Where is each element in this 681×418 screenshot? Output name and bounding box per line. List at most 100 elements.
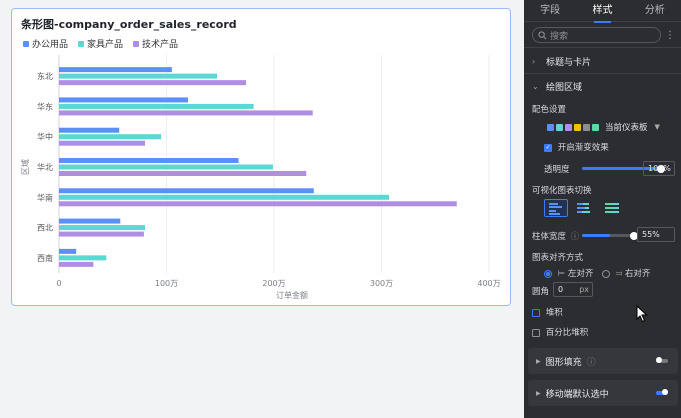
- gradient-checkbox-row[interactable]: ✓ 开启渐变效果: [544, 141, 609, 153]
- align-left-label: 左对齐: [567, 269, 594, 279]
- radius-input[interactable]: 0 px: [553, 282, 593, 297]
- stack-option[interactable]: 堆积: [532, 306, 563, 318]
- legend-item[interactable]: 家具产品: [78, 37, 123, 50]
- opacity-input[interactable]: 100%: [643, 161, 675, 176]
- percent-bar-icon: [605, 203, 619, 213]
- bar: [59, 261, 94, 267]
- mobile-default-toggle[interactable]: [656, 389, 668, 395]
- opacity-slider-fill: [582, 167, 662, 170]
- search-input[interactable]: 搜索: [532, 27, 661, 43]
- align-right-option[interactable]: ⫤ 右对齐: [602, 267, 650, 279]
- x-tick-label: 400万: [477, 279, 500, 288]
- legend-label: 家具产品: [87, 40, 124, 50]
- bar: [59, 194, 390, 200]
- search-icon: [538, 30, 547, 39]
- y-tick-label: 西南: [37, 253, 53, 263]
- mobile-default-label: 移动端默认选中: [545, 389, 609, 400]
- mobile-default-row[interactable]: ▶ 移动端默认选中: [528, 380, 678, 406]
- toggle-knob: [656, 357, 662, 363]
- chart-type-grouped-bar-button[interactable]: [544, 199, 568, 217]
- bar-width-input[interactable]: 55%: [637, 227, 675, 242]
- section-title-card-label: 标题与卡片: [546, 57, 592, 68]
- x-tick-label: 200万: [262, 279, 285, 288]
- bar: [59, 80, 247, 86]
- toggle-knob: [662, 389, 668, 395]
- tab-fields[interactable]: 字段: [540, 4, 561, 16]
- legend-label: 技术产品: [142, 40, 179, 50]
- info-icon[interactable]: ⓘ: [586, 357, 596, 368]
- y-tick-label: 华北: [37, 162, 53, 172]
- align-right-label: 右对齐: [624, 269, 651, 279]
- settings-panel: 字段 样式 分析 搜索 ⋮ › 标题与卡片 ⌄ 绘图区域 配色设置 当前仪表板 …: [524, 0, 681, 418]
- opacity-slider-knob[interactable]: [657, 164, 665, 173]
- palette-select[interactable]: 当前仪表板 ▼: [544, 119, 670, 135]
- stack-checkbox[interactable]: [532, 308, 540, 317]
- gradient-checkbox[interactable]: ✓: [544, 143, 552, 152]
- bar: [59, 164, 273, 170]
- search-row: 搜索 ⋮: [524, 22, 681, 48]
- chart-type-percent-bar-button[interactable]: [600, 199, 624, 217]
- caret-right-icon: ▶: [536, 389, 541, 397]
- bar-width-label: 柱体宽度: [532, 232, 567, 242]
- percent-stack-option[interactable]: 百分比堆积: [532, 326, 588, 338]
- bar: [59, 158, 239, 163]
- stack-label: 堆积: [545, 308, 563, 318]
- bar: [59, 67, 172, 73]
- align-right-icon: ⫤: [615, 269, 623, 279]
- palette-swatch: [592, 123, 599, 131]
- percent-stack-label: 百分比堆积: [545, 328, 589, 338]
- caret-right-icon: ▶: [536, 357, 541, 365]
- more-vertical-icon[interactable]: ⋮: [665, 29, 675, 41]
- pattern-fill-toggle[interactable]: [656, 357, 668, 363]
- x-tick-label: 100万: [155, 279, 178, 288]
- percent-stack-checkbox[interactable]: [532, 328, 540, 337]
- opacity-slider[interactable]: [582, 164, 665, 173]
- bar: [59, 110, 313, 116]
- divider: [524, 73, 681, 74]
- legend-item[interactable]: 技术产品: [133, 37, 178, 50]
- tab-analysis[interactable]: 分析: [644, 4, 665, 16]
- bar: [59, 134, 162, 140]
- radius-value: 0: [558, 285, 564, 294]
- chart-card[interactable]: 条形图-company_order_sales_record 办公用品 家具产品…: [11, 8, 511, 306]
- align-right-radio[interactable]: [602, 269, 610, 278]
- palette-name: 当前仪表板: [605, 123, 648, 133]
- align-label: 图表对齐方式: [532, 253, 584, 263]
- bar: [59, 225, 145, 231]
- section-plot-area[interactable]: ⌄ 绘图区域: [524, 75, 681, 97]
- opacity-label: 透明度: [544, 165, 570, 175]
- pattern-fill-label: 图形填充: [545, 357, 582, 368]
- bar: [59, 201, 457, 207]
- section-plot-area-label: 绘图区域: [546, 82, 583, 93]
- bar: [59, 248, 77, 254]
- dropdown-caret-icon: ▼: [654, 123, 660, 131]
- y-axis-title: 区域: [20, 159, 30, 175]
- bar: [59, 73, 218, 79]
- align-left-option[interactable]: ⊨ 左对齐: [544, 267, 593, 279]
- stacked-bar-icon: [577, 203, 590, 213]
- bar: [59, 218, 121, 224]
- x-tick-label: 300万: [370, 279, 393, 288]
- bar: [59, 171, 307, 176]
- chart-type-stacked-bar-button[interactable]: [572, 199, 596, 217]
- radius-label: 圆角: [532, 287, 550, 297]
- search-placeholder: 搜索: [550, 31, 569, 42]
- mouse-cursor-icon: [636, 305, 648, 323]
- section-title-card[interactable]: › 标题与卡片: [524, 50, 681, 72]
- bar: [59, 188, 314, 194]
- legend-label: 办公用品: [32, 40, 69, 50]
- bar: [59, 231, 144, 237]
- info-icon[interactable]: ⓘ: [570, 232, 580, 242]
- bar-width-slider-knob[interactable]: [630, 231, 638, 240]
- align-left-radio[interactable]: [544, 269, 552, 278]
- chevron-right-icon: ›: [532, 56, 536, 66]
- divider: [524, 47, 681, 48]
- legend-item[interactable]: 办公用品: [23, 37, 68, 50]
- tab-style[interactable]: 样式: [576, 0, 628, 23]
- chart-switch-label: 可视化图表切换: [532, 186, 592, 196]
- pattern-fill-row[interactable]: ▶ 图形填充 ⓘ: [528, 348, 678, 374]
- y-tick-label: 华南: [37, 192, 53, 202]
- color-setting-label: 配色设置: [532, 105, 567, 115]
- bar-width-slider[interactable]: [582, 231, 638, 240]
- bar: [59, 255, 107, 261]
